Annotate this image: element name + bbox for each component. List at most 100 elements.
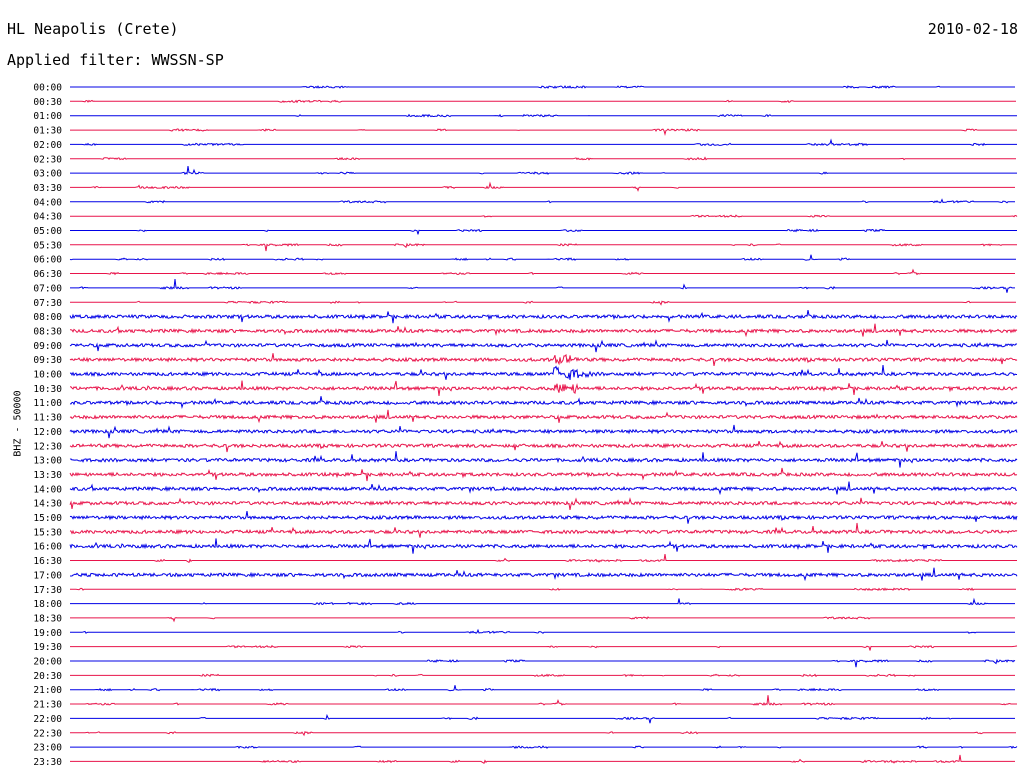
trace-row [70, 166, 1017, 175]
row-time-label: 23:00 [33, 743, 62, 754]
row-time-label: 17:00 [33, 570, 62, 581]
trace-row [69, 538, 1018, 554]
trace-row [70, 85, 1015, 89]
row-time-label: 14:00 [33, 484, 62, 495]
trace-row [69, 511, 1018, 524]
row-time-label: 15:30 [33, 527, 62, 538]
row-time-label: 15:00 [33, 513, 62, 524]
trace-row [69, 310, 1018, 324]
trace-row [69, 339, 1018, 353]
row-time-label: 05:00 [33, 226, 62, 237]
row-time-label: 06:00 [33, 255, 62, 266]
row-time-label: 12:00 [33, 427, 62, 438]
trace-row [70, 745, 1018, 750]
row-time-label: 08:00 [33, 312, 62, 323]
seismic-traces [69, 85, 1018, 765]
row-time-label: 08:30 [33, 326, 62, 337]
trace-row [70, 228, 1017, 235]
row-time-label: 12:30 [33, 441, 62, 452]
trace-row [69, 481, 1017, 496]
row-time-labels: 00:00 00:30 01:00 01:30 02:00 02:30 03:00 03:30… [33, 83, 62, 768]
trace-row [69, 522, 1018, 538]
row-time-label: 17:30 [33, 585, 62, 596]
trace-row [70, 658, 1016, 668]
trace-row [70, 673, 1015, 678]
row-time-label: 02:30 [33, 154, 62, 165]
trace-row [70, 554, 1017, 564]
row-time-label: 10:00 [33, 370, 62, 381]
row-time-label: 02:00 [33, 140, 62, 151]
trace-row [70, 198, 1015, 204]
row-time-label: 14:30 [33, 499, 62, 510]
row-time-label: 22:00 [33, 714, 62, 725]
trace-row [70, 113, 1017, 118]
row-time-label: 11:00 [33, 398, 62, 409]
trace-row [70, 616, 1015, 623]
row-time-label: 23:30 [33, 757, 62, 768]
row-time-label: 13:30 [33, 470, 62, 481]
trace-row [69, 254, 1016, 262]
trace-row [69, 380, 1018, 396]
trace-row [69, 467, 1018, 482]
row-time-label: 00:00 [33, 83, 62, 94]
row-time-label: 09:00 [33, 341, 62, 352]
trace-row [70, 628, 1015, 635]
row-time-label: 07:00 [33, 283, 62, 294]
row-time-label: 06:30 [33, 269, 62, 280]
trace-row [70, 181, 1015, 192]
row-time-label: 05:30 [33, 240, 62, 251]
trace-row [69, 365, 1017, 380]
row-time-label: 16:30 [33, 556, 62, 567]
row-time-label: 18:00 [33, 599, 62, 610]
trace-row [70, 268, 1015, 276]
filter-label: Applied filter: WWSSN-SP [7, 51, 224, 69]
trace-row [70, 214, 1018, 218]
trace-row [70, 138, 1017, 147]
row-time-label: 07:30 [33, 298, 62, 309]
row-time-label: 04:00 [33, 197, 62, 208]
trace-row [70, 713, 1015, 724]
trace-row [69, 396, 1018, 409]
trace-row [70, 278, 1015, 293]
trace-row [69, 440, 1018, 453]
trace-row [70, 695, 1017, 706]
trace-row [70, 754, 1015, 765]
row-time-label: 20:30 [33, 671, 62, 682]
record-date: 2010-02-18 [927, 20, 1018, 38]
trace-row [69, 323, 1018, 338]
row-time-label: 01:30 [33, 126, 62, 137]
trace-row [70, 156, 1016, 161]
trace-row [70, 242, 1017, 252]
row-time-label: 13:00 [33, 456, 62, 467]
row-time-label: 21:00 [33, 685, 62, 696]
trace-row [70, 597, 1015, 606]
row-time-label: 22:30 [33, 728, 62, 739]
row-time-label: 19:30 [33, 642, 62, 653]
trace-row [69, 409, 1018, 424]
trace-row [69, 424, 1018, 439]
trace-row [70, 128, 1017, 136]
row-time-label: 18:30 [33, 613, 62, 624]
trace-row [70, 587, 1016, 592]
row-time-label: 00:30 [33, 97, 62, 108]
trace-row [70, 300, 1016, 306]
row-time-label: 03:30 [33, 183, 62, 194]
row-time-label: 01:00 [33, 111, 62, 122]
row-time-label: 21:30 [33, 700, 62, 711]
trace-row [70, 731, 1016, 737]
station-title: HL Neapolis (Crete) [7, 20, 179, 38]
trace-row [70, 644, 1018, 651]
row-time-label: 16:00 [33, 542, 62, 553]
row-time-label: 11:30 [33, 413, 62, 424]
row-time-label: 04:30 [33, 212, 62, 223]
row-time-label: 03:00 [33, 169, 62, 180]
trace-row [69, 451, 1018, 468]
row-time-label: 10:30 [33, 384, 62, 395]
trace-row [70, 99, 1016, 104]
row-time-label: 20:00 [33, 657, 62, 668]
trace-row [70, 567, 1018, 582]
row-time-label: 19:00 [33, 628, 62, 639]
trace-row [69, 353, 1018, 367]
trace-row [70, 685, 1015, 692]
